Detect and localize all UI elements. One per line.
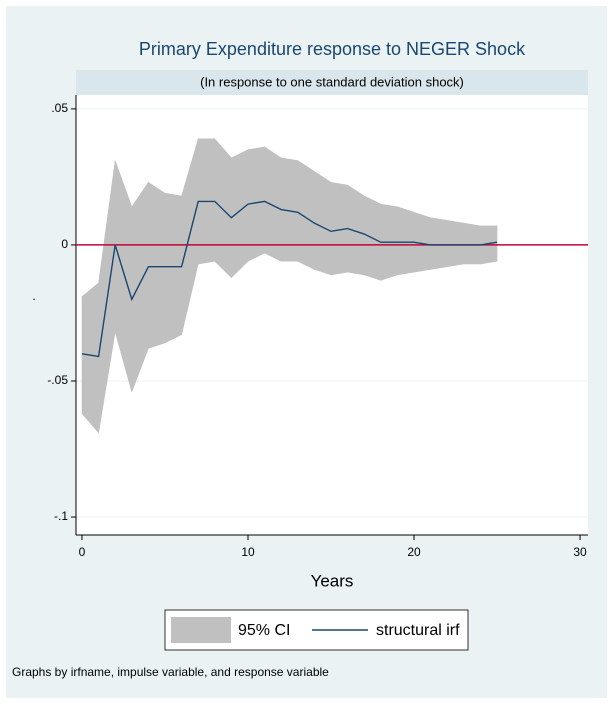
- x-axis-label: Years: [311, 571, 354, 590]
- ci-band: [231, 149, 249, 279]
- y-tick-label: .05: [51, 101, 68, 115]
- x-tick-label: 0: [79, 545, 86, 559]
- ci-band: [397, 206, 415, 276]
- x-tick-label: 30: [573, 545, 587, 559]
- irf-line: [81, 200, 498, 358]
- ci-band: [264, 146, 282, 262]
- x-tick-label: 20: [407, 545, 421, 559]
- ci-band: [430, 217, 448, 270]
- y-tick-label: 0: [61, 237, 68, 251]
- ci-band: [148, 181, 166, 349]
- subtitle: (In response to one standard deviation s…: [200, 74, 464, 89]
- y-axis-label: .: [32, 289, 35, 303]
- note: Graphs by irfname, impulse variable, and…: [12, 665, 329, 679]
- ci-band: [164, 192, 182, 344]
- legend-label: structural irf: [376, 622, 460, 639]
- legend-label: 95% CI: [238, 622, 290, 639]
- ci-band: [446, 220, 465, 268]
- ci-band: [463, 222, 481, 265]
- subtitle-box: [76, 70, 588, 95]
- y-tick-label: -.05: [47, 373, 68, 387]
- ci-band: [314, 170, 332, 276]
- ci-band: [81, 282, 99, 434]
- ci-band: [214, 138, 232, 279]
- chart-title: Primary Expenditure response to NEGER Sh…: [139, 39, 526, 59]
- legend-swatch: [171, 617, 231, 643]
- ci-band: [297, 160, 315, 270]
- y-tick-label: -.1: [54, 509, 68, 523]
- x-tick-label: 10: [241, 545, 255, 559]
